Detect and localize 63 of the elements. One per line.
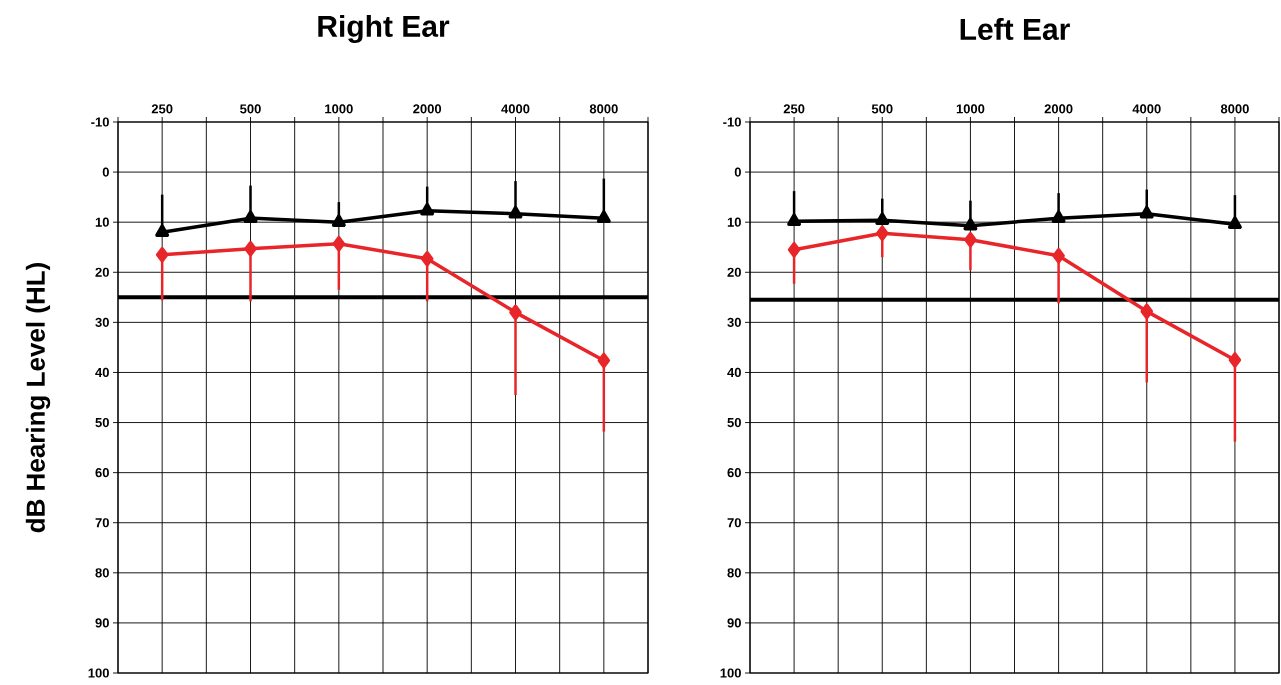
point (508, 205, 523, 219)
point (155, 246, 169, 263)
point (964, 231, 977, 248)
point (155, 224, 170, 237)
point (332, 235, 346, 252)
point (787, 213, 802, 226)
y-tick-label: 30 (727, 317, 741, 327)
y-tick-label: 10 (727, 217, 741, 227)
y-tick-label: 0 (734, 167, 741, 177)
y-tick-label: 20 (727, 267, 741, 277)
point (243, 210, 258, 223)
y-tick-label: 70 (95, 518, 109, 528)
x-tick-label: 250 (783, 104, 805, 114)
point (1139, 205, 1154, 219)
y-tick-label: 10 (95, 217, 109, 227)
x-tick-label: 500 (871, 104, 893, 114)
y-tick-label: 90 (727, 618, 741, 628)
x-tick-label: 4000 (1132, 104, 1161, 114)
x-tick-label: 2000 (1044, 104, 1073, 114)
y-tick-label: 100 (720, 668, 741, 678)
y-tick-label: 80 (95, 568, 109, 578)
x-tick-label: 250 (151, 104, 173, 114)
point (1227, 216, 1242, 229)
x-tick-label: 4000 (501, 104, 530, 114)
x-tick-label: 8000 (589, 104, 618, 114)
point (876, 225, 889, 241)
y-axis-title: dB Hearing Level (HL) (25, 263, 51, 533)
point (597, 352, 611, 369)
chart-title: Left Ear (960, 17, 1070, 41)
x-tick-label: 1000 (956, 104, 985, 114)
y-tick-label: 60 (95, 468, 109, 478)
point (1052, 248, 1065, 264)
point (420, 202, 435, 216)
y-tick-label: -10 (723, 117, 741, 127)
x-tick-label: 2000 (413, 104, 442, 114)
y-tick-label: 50 (727, 417, 741, 428)
x-tick-label: 1000 (325, 104, 353, 114)
y-tick-label: -10 (91, 117, 109, 127)
point (1051, 210, 1066, 223)
point (963, 217, 978, 231)
x-tick-label: 8000 (1220, 104, 1249, 114)
y-tick-label: 40 (95, 367, 109, 378)
y-tick-label: 50 (95, 417, 109, 428)
point (420, 251, 434, 267)
point (787, 241, 801, 258)
y-tick-label: 100 (88, 668, 109, 678)
chart-title: Right Ear (318, 14, 450, 44)
point (875, 212, 890, 225)
point (509, 304, 522, 321)
y-tick-label: 0 (102, 167, 109, 177)
point (1228, 352, 1242, 368)
point (596, 210, 611, 223)
y-tick-label: 20 (95, 267, 109, 277)
point (331, 214, 346, 227)
x-tick-label: 500 (240, 104, 261, 114)
y-tick-label: 60 (727, 468, 741, 478)
y-tick-label: 80 (727, 568, 741, 578)
point (244, 240, 257, 257)
y-tick-label: 70 (727, 518, 741, 528)
y-tick-label: 90 (95, 618, 109, 628)
point (1140, 303, 1154, 320)
y-tick-label: 30 (95, 317, 109, 327)
y-tick-label: 40 (727, 367, 741, 378)
